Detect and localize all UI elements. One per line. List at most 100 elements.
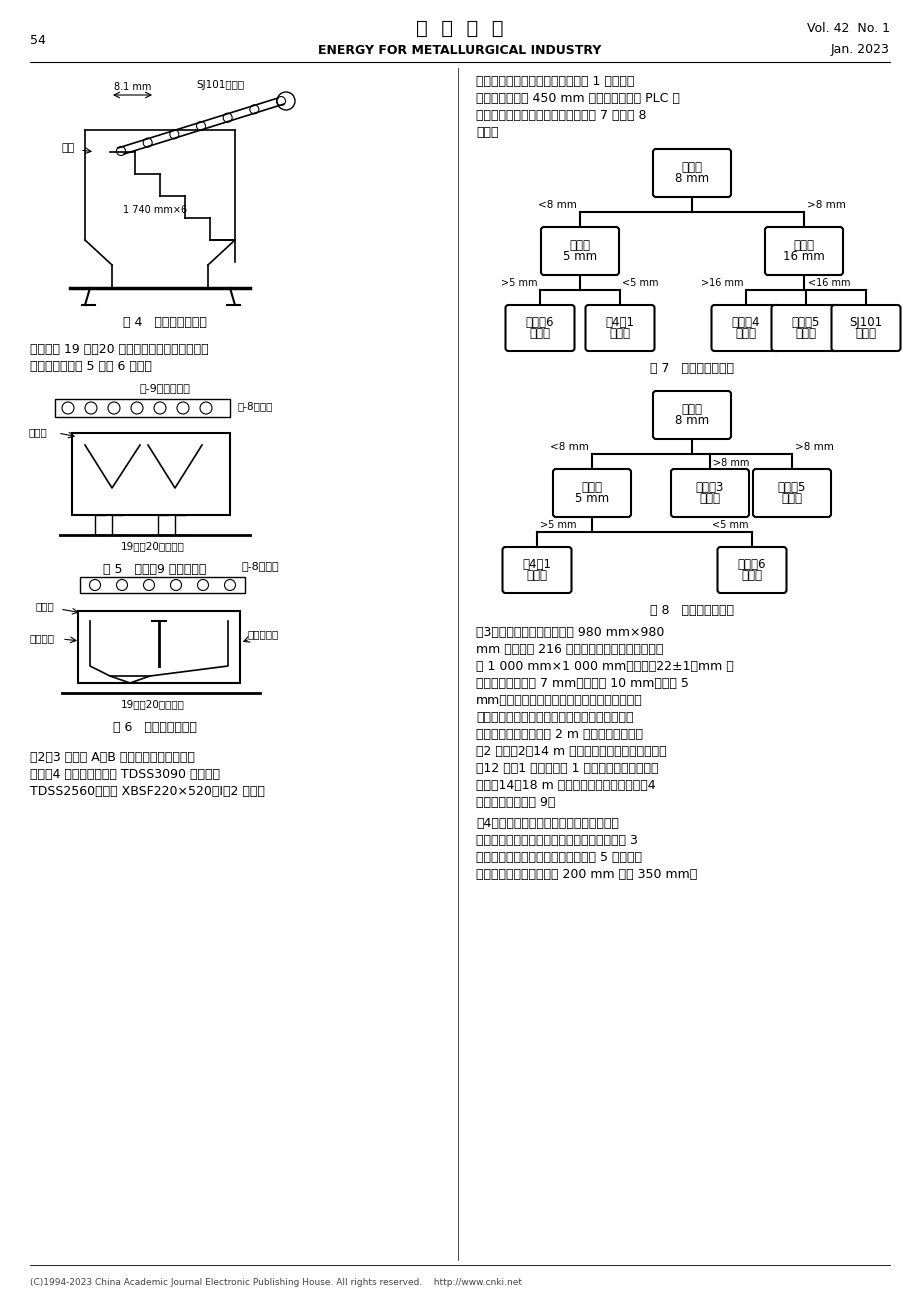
- Text: 一次筛: 一次筛: [681, 161, 702, 174]
- Text: 冶  金  能  源: 冶 金 能 源: [415, 18, 504, 38]
- Text: >8 mm: >8 mm: [794, 441, 833, 452]
- Text: Jan. 2023: Jan. 2023: [830, 43, 889, 56]
- Text: 胶复合板，陶瓷片 7 mm，橡胶板 10 mm，钢板 5: 胶复合板，陶瓷片 7 mm，橡胶板 10 mm，钢板 5: [475, 677, 688, 690]
- FancyBboxPatch shape: [831, 305, 900, 352]
- FancyBboxPatch shape: [652, 148, 731, 197]
- Text: 5 mm: 5 mm: [574, 492, 608, 505]
- Text: >8 mm: >8 mm: [712, 458, 749, 467]
- Text: 8.1 mm: 8.1 mm: [114, 82, 152, 92]
- Text: 19号、20号返矿仓: 19号、20号返矿仓: [121, 699, 185, 710]
- Text: （12 圈，1 圈平弧板与 1 圈逆向导流槽板交替布: （12 圈，1 圈平弧板与 1 圈逆向导流槽板交替布: [475, 762, 658, 775]
- Text: 造前后分别如图 5 和图 6 所示。: 造前后分别如图 5 和图 6 所示。: [30, 359, 152, 372]
- Text: <5 mm: <5 mm: [621, 279, 658, 288]
- Text: SJ101胶带机: SJ101胶带机: [196, 79, 244, 90]
- Text: 胶带机: 胶带机: [526, 569, 547, 582]
- Text: 层振动筛，在悬臂振动筛下新设计 1 个三通漏: 层振动筛，在悬臂振动筛下新设计 1 个三通漏: [475, 76, 634, 89]
- Text: >5 mm: >5 mm: [539, 519, 576, 530]
- Text: 漏槽: 漏槽: [62, 143, 74, 154]
- Text: 程控制，改造前后工艺流程分别如图 7 和如图 8: 程控制，改造前后工艺流程分别如图 7 和如图 8: [475, 109, 646, 122]
- FancyBboxPatch shape: [72, 432, 230, 516]
- Text: mm 衬板共计 216 块。采用三合一耐磨陶瓷规格: mm 衬板共计 216 块。采用三合一耐磨陶瓷规格: [475, 643, 663, 656]
- FancyBboxPatch shape: [717, 547, 786, 592]
- Text: >8 mm: >8 mm: [806, 201, 845, 210]
- Text: 成筛－4 胶带机、一次筛 TDSS3090 和二次筛: 成筛－4 胶带机、一次筛 TDSS3090 和二次筛: [30, 768, 220, 781]
- Text: 段锥形仓，并在其内壁安装陶瓷衬板。取消原 3: 段锥形仓，并在其内壁安装陶瓷衬板。取消原 3: [475, 835, 637, 848]
- Text: 胶带机: 胶带机: [780, 492, 801, 505]
- Text: <5 mm: <5 mm: [711, 519, 748, 530]
- Text: （3）拆除原尼龙规格尺寸为 980 mm×980: （3）拆除原尼龙规格尺寸为 980 mm×980: [475, 626, 664, 639]
- Text: 转4－1: 转4－1: [522, 559, 550, 572]
- Text: 图 8   改造后工艺流程: 图 8 改造后工艺流程: [650, 604, 733, 617]
- FancyBboxPatch shape: [752, 469, 830, 517]
- Text: 成筛－3: 成筛－3: [695, 480, 723, 493]
- Text: 成筛－5: 成筛－5: [791, 316, 820, 329]
- Text: （2）3 号烧结 A、B 系列振动筛改造。取消: （2）3 号烧结 A、B 系列振动筛改造。取消: [30, 751, 195, 764]
- Text: >16 mm: >16 mm: [701, 279, 743, 288]
- Text: （4）根据原尺寸重新设计制作混合料槽下: （4）根据原尺寸重新设计制作混合料槽下: [475, 816, 618, 829]
- Text: 转4－1: 转4－1: [605, 316, 634, 329]
- Text: 二次筛: 二次筛: [792, 240, 813, 253]
- Text: 三次筛: 三次筛: [569, 240, 590, 253]
- Text: 胶带机: 胶带机: [529, 327, 550, 340]
- Text: 成筛－4: 成筛－4: [731, 316, 759, 329]
- FancyBboxPatch shape: [670, 469, 748, 517]
- FancyBboxPatch shape: [771, 305, 840, 352]
- Text: 图 6   改造后摆式漏斗: 图 6 改造后摆式漏斗: [113, 721, 197, 734]
- Text: 16 mm: 16 mm: [782, 250, 824, 263]
- Text: <8 mm: <8 mm: [550, 441, 588, 452]
- Text: 图 5   原配－9 可逆皮带机: 图 5 原配－9 可逆皮带机: [103, 562, 207, 575]
- Text: 给料装置。主料门开度由 200 mm 增至 350 mm，: 给料装置。主料门开度由 200 mm 增至 350 mm，: [475, 868, 697, 881]
- Text: <8 mm: <8 mm: [538, 201, 576, 210]
- Text: 5 mm: 5 mm: [562, 250, 596, 263]
- Text: 号烧结机给料门装置，重新设计一套 5 块主辅门: 号烧结机给料门装置，重新设计一套 5 块主辅门: [475, 852, 641, 865]
- Text: 成筛－6: 成筛－6: [525, 316, 553, 329]
- Text: mm。衬板结构型式：导料板（前端）＋螺旋逆: mm。衬板结构型式：导料板（前端）＋螺旋逆: [475, 694, 642, 707]
- Text: Vol. 42  No. 1: Vol. 42 No. 1: [806, 22, 889, 34]
- FancyBboxPatch shape: [505, 305, 573, 352]
- Text: ENERGY FOR METALLURGICAL INDUSTRY: ENERGY FOR METALLURGICAL INDUSTRY: [318, 43, 601, 56]
- Text: 配-8胶带机: 配-8胶带机: [241, 561, 278, 572]
- Text: 8 mm: 8 mm: [675, 414, 709, 427]
- Text: 运行方向，从进料端到 2 m 安装顺向导料槽板: 运行方向，从进料端到 2 m 安装顺向导料槽板: [475, 728, 642, 741]
- Text: 胶带机: 胶带机: [795, 327, 816, 340]
- FancyBboxPatch shape: [652, 391, 731, 439]
- Text: 成筛－5: 成筛－5: [777, 480, 805, 493]
- FancyBboxPatch shape: [584, 305, 653, 352]
- Text: 配-8胶带机: 配-8胶带机: [238, 401, 273, 411]
- Text: 置）；14～18 m 为平弧板加逆向导流槽板（4: 置）；14～18 m 为平弧板加逆向导流槽板（4: [475, 779, 655, 792]
- FancyBboxPatch shape: [502, 547, 571, 592]
- Text: 为 1 000 mm×1 000 mm、厚度（22±1）mm 橡: 为 1 000 mm×1 000 mm、厚度（22±1）mm 橡: [475, 660, 733, 673]
- Text: <16 mm: <16 mm: [807, 279, 849, 288]
- FancyBboxPatch shape: [77, 611, 240, 684]
- Text: （2 圈）；2～14 m 为平弧板和逆向导流槽板混装: （2 圈）；2～14 m 为平弧板和逆向导流槽板混装: [475, 745, 666, 758]
- Text: (C)1994-2023 China Academic Journal Electronic Publishing House. All rights rese: (C)1994-2023 China Academic Journal Elec…: [30, 1279, 521, 1286]
- Text: TDSS2560，选用 XBSF220×520－I－2 悬臂双: TDSS2560，选用 XBSF220×520－I－2 悬臂双: [30, 785, 265, 798]
- FancyBboxPatch shape: [54, 398, 230, 418]
- Text: 胶带机: 胶带机: [734, 327, 755, 340]
- FancyBboxPatch shape: [540, 227, 618, 275]
- Text: 54: 54: [30, 34, 46, 47]
- Text: 电液推杆阀: 电液推杆阀: [248, 629, 279, 639]
- Text: 成筛－6: 成筛－6: [737, 559, 766, 572]
- FancyBboxPatch shape: [710, 305, 779, 352]
- Text: 除尘罩: 除尘罩: [28, 427, 47, 437]
- Text: 1 740 mm×6: 1 740 mm×6: [123, 204, 187, 215]
- Text: 一次筛: 一次筛: [681, 404, 702, 417]
- Text: 三次筛: 三次筛: [581, 480, 602, 493]
- Text: 胶带机: 胶带机: [608, 327, 630, 340]
- Text: 圈）。详见安装图 9。: 圈）。详见安装图 9。: [475, 796, 555, 809]
- Text: 除尘罩: 除尘罩: [36, 602, 54, 611]
- Text: 配-9可逆皮带机: 配-9可逆皮带机: [140, 383, 190, 393]
- FancyBboxPatch shape: [765, 227, 842, 275]
- Text: 图 7   改造前工艺流程: 图 7 改造前工艺流程: [650, 362, 733, 375]
- FancyBboxPatch shape: [80, 577, 245, 594]
- Text: 所示。: 所示。: [475, 126, 498, 139]
- Text: 漏斗本体: 漏斗本体: [29, 633, 54, 643]
- Text: 胶带机: 胶带机: [698, 492, 720, 505]
- Text: SJ101: SJ101: [848, 316, 881, 329]
- Text: 图 4   改造后新增漏斗: 图 4 改造后新增漏斗: [123, 316, 207, 329]
- Text: 胶带机: 胶带机: [855, 327, 876, 340]
- FancyBboxPatch shape: [552, 469, 630, 517]
- Text: 方式实现 19 号、20 号返矿仓远程自动装料，改: 方式实现 19 号、20 号返矿仓远程自动装料，改: [30, 342, 209, 355]
- Text: 流衬板，混料机筒体轴向布置如下：顺着物料的: 流衬板，混料机筒体轴向布置如下：顺着物料的: [475, 711, 633, 724]
